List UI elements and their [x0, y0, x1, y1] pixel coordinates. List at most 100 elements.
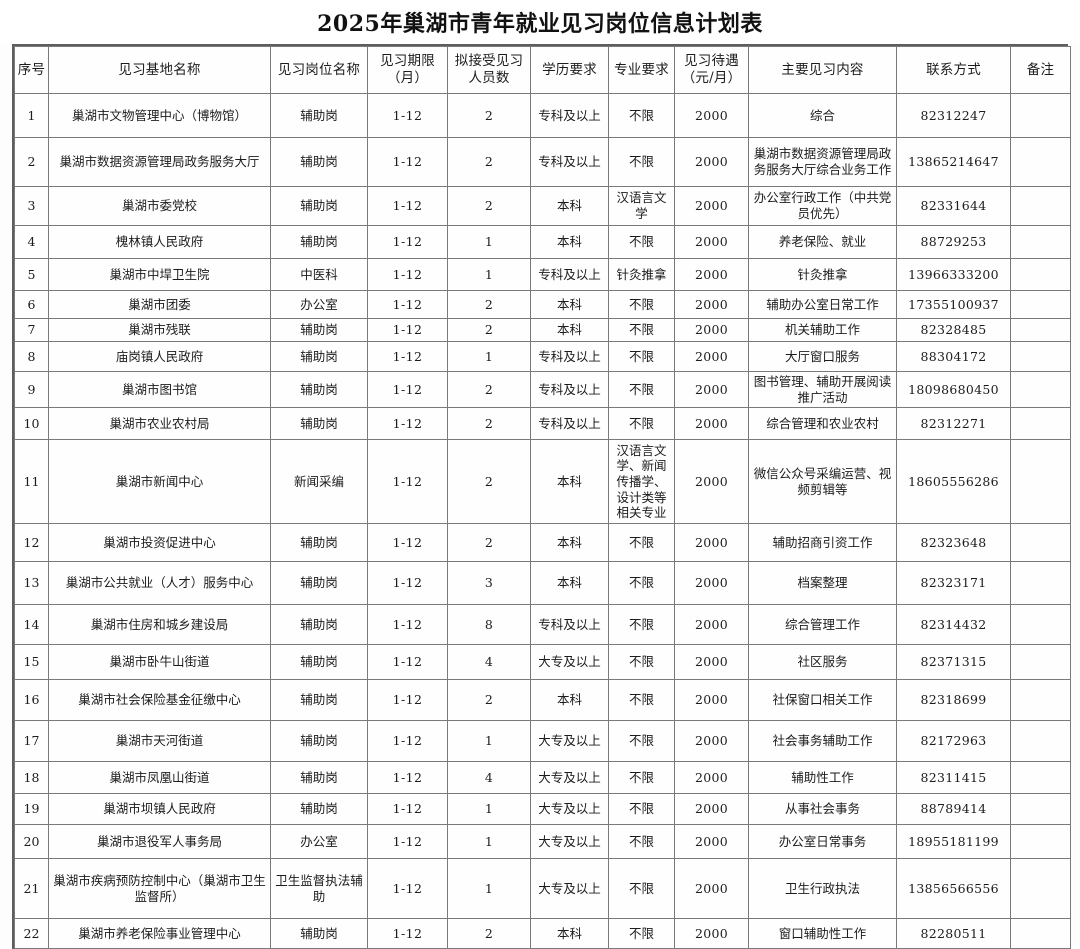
cell-index: 3 [14, 186, 49, 226]
cell-pay: 2000 [674, 523, 749, 563]
cell-index: 16 [14, 679, 49, 722]
cell-remark [1010, 93, 1071, 138]
cell-major: 不限 [608, 341, 675, 372]
cell-content: 辅助性工作 [748, 761, 897, 795]
cell-major: 不限 [608, 137, 675, 187]
cell-index: 8 [14, 341, 49, 372]
cell-edu: 专科及以上 [530, 407, 609, 441]
cell-edu: 专科及以上 [530, 341, 609, 372]
cell-contact: 88729253 [896, 225, 1011, 259]
cell-index: 21 [14, 858, 49, 920]
cell-post: 辅助岗 [270, 186, 368, 226]
cell-edu: 本科 [530, 561, 609, 606]
cell-contact: 82314432 [896, 604, 1011, 646]
cell-term: 1-12 [367, 318, 448, 342]
cell-major: 不限 [608, 644, 675, 681]
cell-major: 汉语言文学、新闻传播学、设计类等相关专业 [608, 439, 675, 525]
cell-term: 1-12 [367, 407, 448, 441]
cell-count: 1 [447, 858, 531, 920]
cell-edu: 专科及以上 [530, 370, 609, 409]
cell-contact: 82312271 [896, 407, 1011, 441]
cell-post: 辅助岗 [270, 644, 368, 681]
column-header-contact: 联系方式 [896, 46, 1011, 94]
cell-remark [1010, 761, 1071, 795]
cell-pay: 2000 [674, 793, 749, 826]
cell-index: 19 [14, 793, 49, 826]
cell-base: 巢湖市新闻中心 [48, 439, 271, 525]
title-bar: 2025年巢湖市青年就业见习岗位信息计划表 [0, 0, 1080, 44]
cell-term: 1-12 [367, 858, 448, 920]
cell-base: 巢湖市中垾卫生院 [48, 258, 271, 291]
table-container: 序号 见习基地名称 见习岗位名称 见习期限 （月） 拟接受见习 人员数 学历要求… [12, 44, 1071, 949]
cell-post: 辅助岗 [270, 918, 368, 949]
table-row: 6 巢湖市团委 办公室 1-12 2 本科 不限 2000 辅助办公室日常工作 173551009… [14, 290, 1071, 319]
cell-remark [1010, 439, 1071, 525]
cell-content: 社会事务辅助工作 [748, 720, 897, 763]
cell-contact: 88789414 [896, 793, 1011, 826]
cell-post: 辅助岗 [270, 679, 368, 722]
cell-index: 10 [14, 407, 49, 441]
cell-term: 1-12 [367, 679, 448, 722]
cell-major: 不限 [608, 858, 675, 920]
cell-pay: 2000 [674, 918, 749, 949]
cell-count: 4 [447, 644, 531, 681]
cell-post: 辅助岗 [270, 93, 368, 138]
cell-base: 巢湖市委党校 [48, 186, 271, 226]
cell-remark [1010, 644, 1071, 681]
cell-contact: 13865214647 [896, 137, 1011, 187]
column-header-pay: 见习待遇 （元/月） [674, 46, 749, 94]
cell-index: 22 [14, 918, 49, 949]
table-row: 9 巢湖市图书馆 辅助岗 1-12 2 专科及以上 不限 2000 图书管理、辅助开展阅读推广活… [14, 370, 1071, 409]
internship-positions-table: 序号 见习基地名称 见习岗位名称 见习期限 （月） 拟接受见习 人员数 学历要求… [14, 46, 1071, 949]
cell-major: 不限 [608, 761, 675, 795]
cell-contact: 82311415 [896, 761, 1011, 795]
cell-index: 13 [14, 561, 49, 606]
table-row: 15 巢湖市卧牛山街道 辅助岗 1-12 4 大专及以上 不限 2000 社区服务 8237131… [14, 644, 1071, 681]
cell-count: 1 [447, 225, 531, 259]
cell-post: 辅助岗 [270, 561, 368, 606]
cell-major: 不限 [608, 225, 675, 259]
cell-count: 2 [447, 679, 531, 722]
table-row: 3 巢湖市委党校 辅助岗 1-12 2 本科 汉语言文学 2000 办公室行政工作（中共党员优先… [14, 186, 1071, 226]
cell-count: 2 [447, 523, 531, 563]
table-row: 4 槐林镇人民政府 辅助岗 1-12 1 本科 不限 2000 养老保险、就业 88729253 [14, 225, 1071, 259]
cell-edu: 大专及以上 [530, 644, 609, 681]
cell-pay: 2000 [674, 370, 749, 409]
cell-post: 辅助岗 [270, 793, 368, 826]
cell-major: 不限 [608, 93, 675, 138]
cell-term: 1-12 [367, 644, 448, 681]
cell-count: 2 [447, 93, 531, 138]
cell-post: 辅助岗 [270, 318, 368, 342]
table-row: 14 巢湖市住房和城乡建设局 辅助岗 1-12 8 专科及以上 不限 2000 综合管理工作 82… [14, 604, 1071, 646]
cell-count: 2 [447, 407, 531, 441]
cell-count: 2 [447, 137, 531, 187]
table-row: 2 巢湖市数据资源管理局政务服务大厅 辅助岗 1-12 2 专科及以上 不限 2000 巢湖市数… [14, 137, 1071, 187]
cell-term: 1-12 [367, 793, 448, 826]
cell-base: 巢湖市农业农村局 [48, 407, 271, 441]
cell-term: 1-12 [367, 523, 448, 563]
cell-remark [1010, 793, 1071, 826]
cell-base: 巢湖市退役军人事务局 [48, 824, 271, 860]
cell-edu: 大专及以上 [530, 793, 609, 826]
cell-contact: 82331644 [896, 186, 1011, 226]
cell-base: 巢湖市天河街道 [48, 720, 271, 763]
cell-post: 辅助岗 [270, 407, 368, 441]
cell-major: 不限 [608, 290, 675, 319]
cell-content: 图书管理、辅助开展阅读推广活动 [748, 370, 897, 409]
cell-count: 2 [447, 290, 531, 319]
cell-remark [1010, 604, 1071, 646]
table-row: 10 巢湖市农业农村局 辅助岗 1-12 2 专科及以上 不限 2000 综合管理和农业农村 82… [14, 407, 1071, 441]
cell-term: 1-12 [367, 761, 448, 795]
cell-major: 不限 [608, 561, 675, 606]
cell-pay: 2000 [674, 318, 749, 342]
table-row: 13 巢湖市公共就业（人才）服务中心 辅助岗 1-12 3 本科 不限 2000 档案整理 823… [14, 561, 1071, 606]
cell-base: 巢湖市团委 [48, 290, 271, 319]
cell-edu: 本科 [530, 679, 609, 722]
cell-count: 2 [447, 918, 531, 949]
cell-content: 社区服务 [748, 644, 897, 681]
cell-edu: 本科 [530, 225, 609, 259]
table-row: 1 巢湖市文物管理中心（博物馆） 辅助岗 1-12 2 专科及以上 不限 2000 综合 8231… [14, 93, 1071, 138]
cell-remark [1010, 407, 1071, 441]
cell-pay: 2000 [674, 93, 749, 138]
table-body: 1 巢湖市文物管理中心（博物馆） 辅助岗 1-12 2 专科及以上 不限 2000 综合 8231… [14, 93, 1071, 949]
